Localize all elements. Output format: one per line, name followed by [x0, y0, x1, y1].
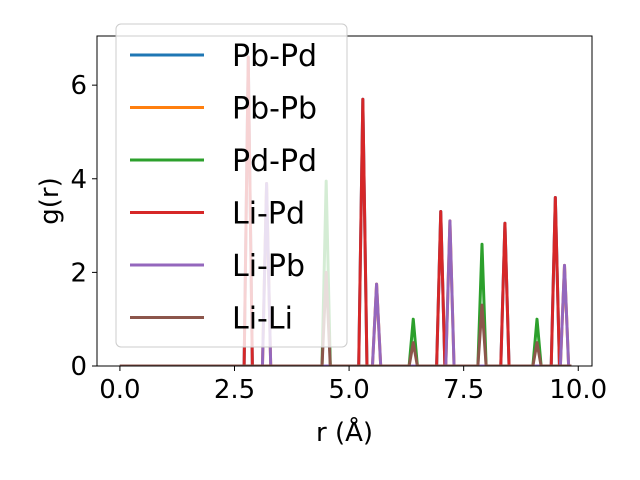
- x-tick-label: 2.5: [214, 375, 255, 405]
- y-tick-label: 4: [70, 165, 87, 195]
- legend-label-pb-pb: Pb-Pb: [232, 92, 317, 127]
- legend-label-pb-pd: Pb-Pd: [232, 39, 317, 74]
- legend-label-li-pd: Li-Pd: [232, 197, 305, 232]
- y-tick-label: 0: [70, 352, 87, 382]
- x-tick-label: 10.0: [549, 375, 607, 405]
- ticks-layer: 0.0 2.5 5.0 7.5 10.0 0 2 4 6: [70, 71, 607, 405]
- y-tick-label: 6: [70, 71, 87, 101]
- y-tick-label: 2: [70, 258, 87, 288]
- legend: Pb-Pd Pb-Pb Pd-Pd Li-Pd Li-Pb Li-Li: [115, 23, 348, 348]
- x-tick-label: 5.0: [328, 375, 369, 405]
- legend-label-li-pb: Li-Pb: [232, 249, 305, 284]
- legend-label-pd-pd: Pd-Pd: [232, 144, 317, 179]
- x-axis-label: r (Å): [316, 416, 373, 448]
- legend-label-li-li: Li-Li: [232, 302, 293, 337]
- x-tick-label: 0.0: [99, 375, 140, 405]
- x-tick-label: 7.5: [443, 375, 484, 405]
- y-axis-label: g(r): [35, 177, 65, 224]
